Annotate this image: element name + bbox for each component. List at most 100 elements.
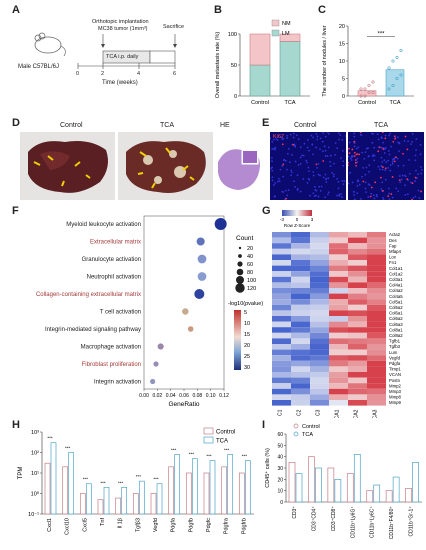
- ki67-nucleus: [278, 180, 281, 182]
- f-color-legend-label: 20: [244, 343, 250, 349]
- f-dot: [196, 237, 205, 246]
- ki67-stain-label: Ki67: [273, 134, 285, 140]
- g-heat-cell: [367, 260, 386, 266]
- ki67-positive-cell: [322, 160, 325, 162]
- g-heat-cell: [348, 372, 367, 378]
- ki67-nucleus: [343, 180, 346, 182]
- b-xtick: TCA: [285, 100, 296, 106]
- ki67-positive-cell: [353, 155, 356, 157]
- g-heat-cell: [367, 288, 386, 294]
- ki67-nucleus: [333, 162, 335, 165]
- c-bar: [385, 69, 405, 97]
- ki67-nucleus: [316, 167, 319, 169]
- ki67-nucleus: [337, 180, 340, 183]
- liver-tca-photo: [118, 132, 213, 200]
- ki67-nucleus: [302, 178, 305, 180]
- h-bar: [150, 493, 157, 515]
- ki67-nucleus: [312, 153, 314, 156]
- c-point: [371, 80, 375, 84]
- ki67-nucleus: [341, 196, 343, 198]
- ki67-nucleus: [312, 192, 315, 195]
- g-gene-label: Mmp2: [389, 383, 402, 388]
- f-term-label: Granulocyte activation: [82, 257, 141, 263]
- ki67-nucleus: [385, 161, 388, 164]
- g-gene-label: Lox: [389, 255, 397, 260]
- ki67-nucleus: [310, 134, 313, 137]
- g-heat-cell: [272, 276, 291, 283]
- g-heat-cell: [348, 321, 367, 328]
- ki67-nucleus: [360, 198, 362, 200]
- g-heat-cell: [310, 349, 329, 356]
- h-bar: [227, 454, 234, 515]
- ki67-nucleus: [397, 136, 399, 139]
- ki67-nucleus: [353, 194, 355, 196]
- g-heat-cell: [272, 248, 291, 255]
- g-heat-cell: [310, 232, 329, 238]
- ki67-nucleus: [292, 136, 295, 139]
- g-heat-cell: [291, 332, 310, 339]
- g-heat-cell: [310, 310, 329, 316]
- g-heat-cell: [329, 355, 348, 361]
- h-sig: ***: [136, 474, 142, 479]
- g-heat-cell: [291, 243, 310, 249]
- f-color-legend-title: -log10(pvalue): [228, 301, 263, 307]
- g-heat-cell: [291, 254, 310, 260]
- g-heat-cell: [348, 349, 367, 356]
- mouse-strain-label: Male C57BL/6J: [18, 64, 60, 70]
- ki67-nucleus: [329, 154, 332, 157]
- ki67-nucleus: [384, 178, 387, 181]
- h-sig: ***: [83, 477, 89, 482]
- g-heat-cell: [329, 282, 348, 288]
- ki67-nucleus: [292, 132, 295, 135]
- ki67-nucleus: [368, 155, 370, 157]
- b-legend-swatch: [271, 29, 280, 37]
- ki67-nucleus: [280, 136, 283, 139]
- c-point: [391, 59, 395, 63]
- f-size-legend-dot: [238, 254, 242, 258]
- g-heat-cell: [348, 377, 367, 384]
- ki67-nucleus: [324, 135, 327, 138]
- g-heat-cell: [348, 299, 367, 305]
- i-xtick: CD3⁺: [292, 506, 298, 519]
- f-color-legend-label: 25: [244, 354, 250, 360]
- ki67-positive-cell: [384, 137, 387, 140]
- ki67-nucleus: [358, 183, 361, 186]
- ki67-nucleus: [315, 189, 318, 192]
- ki67-nucleus: [291, 154, 293, 156]
- ki67-nucleus: [389, 164, 392, 167]
- c-point: [395, 55, 399, 59]
- g-heat-cell: [272, 360, 291, 367]
- timeline-tick-2: 2: [101, 71, 105, 77]
- g-heat-cell: [367, 377, 386, 384]
- ki67-nucleus: [353, 145, 356, 148]
- ki67-nucleus: [380, 164, 383, 167]
- ki67-nucleus: [373, 154, 376, 157]
- g-heat-cell: [310, 299, 329, 305]
- ki67-positive-cell: [393, 160, 396, 163]
- g-scale-tick: 0: [296, 217, 299, 222]
- g-heat-cell: [329, 360, 348, 367]
- g-heat-cell: [310, 332, 329, 339]
- ki67-nucleus: [271, 179, 274, 182]
- g-heat-cell: [367, 232, 386, 238]
- g-heat-cell: [291, 366, 310, 372]
- g-heat-cell: [291, 310, 310, 316]
- g-heat-cell: [329, 293, 348, 300]
- g-heat-cell: [329, 344, 348, 350]
- ki67-nucleus: [327, 146, 330, 149]
- ki67-nucleus: [345, 135, 346, 137]
- i-xtick: CD3⁺CD4⁺: [311, 506, 317, 532]
- ki67-nucleus: [288, 147, 290, 150]
- c-point: [363, 94, 367, 98]
- g-heat-cell: [272, 260, 291, 266]
- g-heat-cell: [329, 388, 348, 395]
- g-heat-cell: [310, 237, 329, 244]
- g-heat-cell: [272, 355, 291, 361]
- g-gene-label: Col6a3: [389, 322, 403, 327]
- h-xtick: Pdgfb: [188, 518, 194, 532]
- panel-label-f: F: [12, 205, 19, 217]
- g-heat-cell: [291, 248, 310, 255]
- ki67-nucleus: [356, 157, 359, 160]
- ki67-nucleus: [307, 177, 310, 180]
- f-size-legend-label: 100: [247, 278, 256, 284]
